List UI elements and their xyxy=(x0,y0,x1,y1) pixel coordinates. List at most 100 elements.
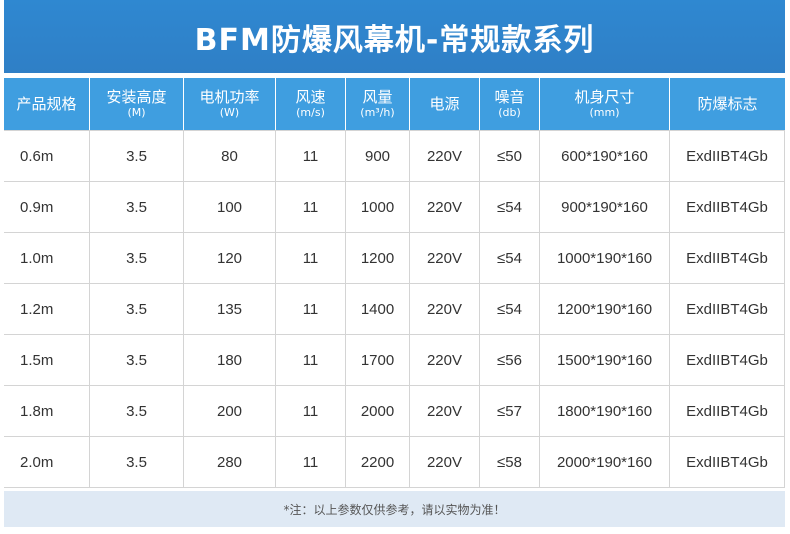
table-cell: ≤57 xyxy=(480,386,540,437)
table-cell: 0.9m xyxy=(4,182,90,233)
table-cell: ≤56 xyxy=(480,335,540,386)
title-banner: BFM防爆风幕机-常规款系列 xyxy=(4,0,785,73)
table-cell: 200 xyxy=(184,386,276,437)
table-cell: ExdIIBT4Gb xyxy=(670,182,785,233)
table-cell: 2.0m xyxy=(4,437,90,488)
column-header-label: 机身尺寸 xyxy=(574,88,635,106)
table-cell: 135 xyxy=(184,284,276,335)
table-cell: 1.5m xyxy=(4,335,90,386)
column-header-label: 风量 xyxy=(362,88,393,106)
footnote: *注：以上参数仅供参考，请以实物为准！ xyxy=(4,491,785,527)
table-cell: 900 xyxy=(346,130,410,182)
column-header: 产品规格 xyxy=(4,78,90,130)
table-cell: 1200*190*160 xyxy=(540,284,670,335)
table-cell: 1700 xyxy=(346,335,410,386)
table-row: 1.0m 3.5 120 11 1200 220V ≤54 1000*190*160 ExdII… xyxy=(4,233,785,284)
spec-table: 产品规格 安装高度 (M) 电机功率 (W) 风速 (m/s) 风量 (m³/h) 电源 噪音 (db… xyxy=(4,78,785,488)
table-cell: 3.5 xyxy=(90,335,184,386)
table-cell: 3.5 xyxy=(90,437,184,488)
table-cell: 11 xyxy=(276,335,346,386)
table-body: 0.6m 3.5 80 11 900 220V ≤50 600*190*160 ExdIIBT4… xyxy=(4,130,785,488)
column-header-label: 电源 xyxy=(429,94,460,113)
column-header: 电机功率 (W) xyxy=(184,78,276,130)
table-cell: 1400 xyxy=(346,284,410,335)
table-cell: 1000 xyxy=(346,182,410,233)
table-row: 0.6m 3.5 80 11 900 220V ≤50 600*190*160 ExdIIBT4… xyxy=(4,130,785,182)
column-header-unit: (m³/h) xyxy=(360,106,395,119)
column-header-unit: (mm) xyxy=(589,106,620,119)
column-header-unit: (m/s) xyxy=(296,106,325,119)
table-cell: 1.0m xyxy=(4,233,90,284)
table-cell: ExdIIBT4Gb xyxy=(670,437,785,488)
table-cell: ≤54 xyxy=(480,284,540,335)
table-cell: 900*190*160 xyxy=(540,182,670,233)
table-cell: 280 xyxy=(184,437,276,488)
column-header-unit: (W) xyxy=(219,106,240,119)
table-cell: ≤54 xyxy=(480,233,540,284)
table-cell: 220V xyxy=(410,386,480,437)
column-header: 电源 xyxy=(410,78,480,130)
spec-sheet: BFM防爆风幕机-常规款系列 产品规格 安装高度 (M) 电机功率 (W) 风速 (m/s)… xyxy=(4,0,785,528)
table-cell: 11 xyxy=(276,182,346,233)
table-cell: 11 xyxy=(276,284,346,335)
table-cell: 3.5 xyxy=(90,233,184,284)
table-cell: ExdIIBT4Gb xyxy=(670,335,785,386)
table-cell: ≤58 xyxy=(480,437,540,488)
table-cell: 220V xyxy=(410,437,480,488)
table-cell: 2000 xyxy=(346,386,410,437)
table-cell: ExdIIBT4Gb xyxy=(670,284,785,335)
column-header: 安装高度 (M) xyxy=(90,78,184,130)
table-cell: 80 xyxy=(184,130,276,182)
column-header-unit: (db) xyxy=(498,106,521,119)
column-header-unit: (M) xyxy=(127,106,146,119)
table-cell: 120 xyxy=(184,233,276,284)
table-cell: 11 xyxy=(276,437,346,488)
table-cell: 11 xyxy=(276,386,346,437)
column-header: 防爆标志 xyxy=(670,78,785,130)
column-header-label: 电机功率 xyxy=(199,88,260,106)
table-row: 1.2m 3.5 135 11 1400 220V ≤54 1200*190*160 ExdII… xyxy=(4,284,785,335)
table-cell: 220V xyxy=(410,182,480,233)
table-cell: 3.5 xyxy=(90,130,184,182)
table-cell: 2200 xyxy=(346,437,410,488)
table-cell: 3.5 xyxy=(90,182,184,233)
table-cell: 1.2m xyxy=(4,284,90,335)
table-cell: 3.5 xyxy=(90,284,184,335)
column-header-label: 噪音 xyxy=(494,88,525,106)
table-cell: 1200 xyxy=(346,233,410,284)
table-cell: 220V xyxy=(410,233,480,284)
table-cell: 220V xyxy=(410,130,480,182)
table-cell: ExdIIBT4Gb xyxy=(670,386,785,437)
table-cell: 1500*190*160 xyxy=(540,335,670,386)
page-title: BFM防爆风幕机-常规款系列 xyxy=(194,22,595,58)
table-row: 2.0m 3.5 280 11 2200 220V ≤58 2000*190*160 ExdII… xyxy=(4,437,785,488)
table-row: 0.9m 3.5 100 11 1000 220V ≤54 900*190*160 ExdIIB… xyxy=(4,182,785,233)
table-header-row: 产品规格 安装高度 (M) 电机功率 (W) 风速 (m/s) 风量 (m³/h) 电源 噪音 (db… xyxy=(4,78,785,130)
table-cell: ExdIIBT4Gb xyxy=(670,233,785,284)
column-header: 风量 (m³/h) xyxy=(346,78,410,130)
table-cell: 220V xyxy=(410,335,480,386)
table-cell: 1000*190*160 xyxy=(540,233,670,284)
column-header: 风速 (m/s) xyxy=(276,78,346,130)
table-cell: 1.8m xyxy=(4,386,90,437)
table-cell: ≤50 xyxy=(480,130,540,182)
table-cell: ExdIIBT4Gb xyxy=(670,130,785,182)
table-cell: 2000*190*160 xyxy=(540,437,670,488)
table-cell: ≤54 xyxy=(480,182,540,233)
table-cell: 11 xyxy=(276,130,346,182)
table-cell: 0.6m xyxy=(4,130,90,182)
table-cell: 1800*190*160 xyxy=(540,386,670,437)
table-cell: 600*190*160 xyxy=(540,130,670,182)
table-cell: 220V xyxy=(410,284,480,335)
table-row: 1.5m 3.5 180 11 1700 220V ≤56 1500*190*160 ExdII… xyxy=(4,335,785,386)
table-row: 1.8m 3.5 200 11 2000 220V ≤57 1800*190*160 ExdII… xyxy=(4,386,785,437)
column-header: 噪音 (db) xyxy=(480,78,540,130)
column-header-label: 产品规格 xyxy=(16,94,77,113)
table-cell: 11 xyxy=(276,233,346,284)
column-header-label: 防爆标志 xyxy=(697,94,758,113)
table-cell: 100 xyxy=(184,182,276,233)
table-cell: 3.5 xyxy=(90,386,184,437)
column-header: 机身尺寸 (mm) xyxy=(540,78,670,130)
column-header-label: 安装高度 xyxy=(106,88,167,106)
column-header-label: 风速 xyxy=(295,88,326,106)
